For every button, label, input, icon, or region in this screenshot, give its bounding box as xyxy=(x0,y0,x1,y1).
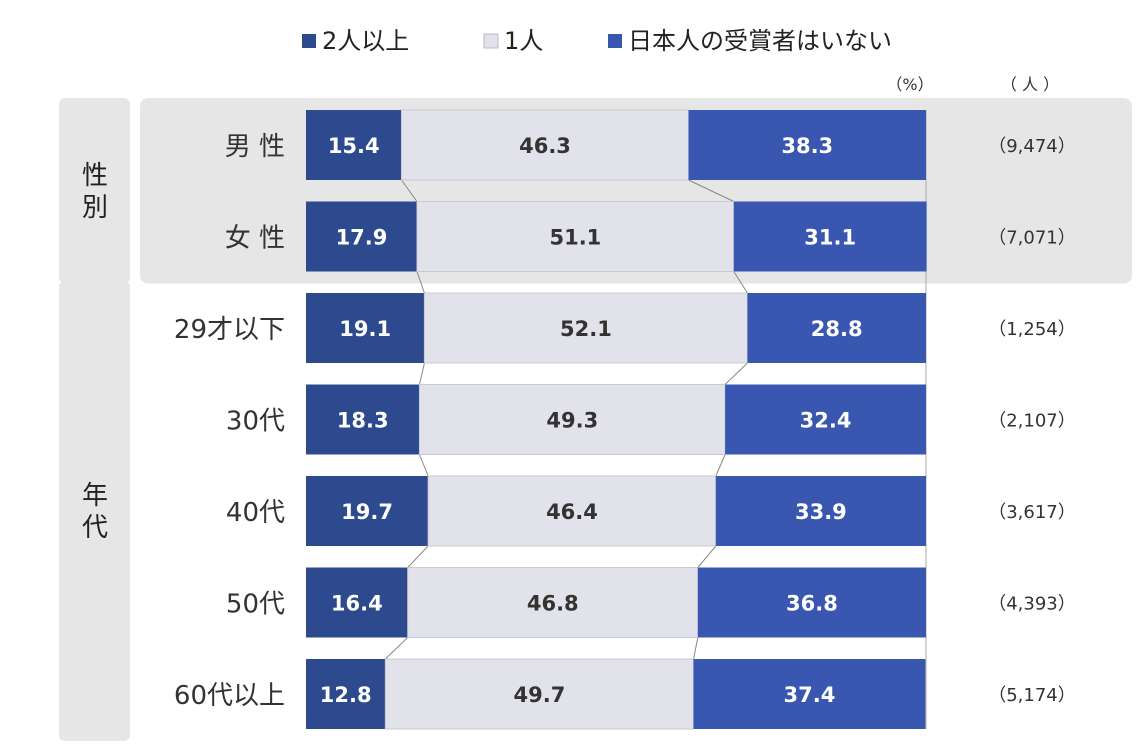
bar-value-label: 32.4 xyxy=(800,409,852,433)
bar-segment xyxy=(306,567,408,638)
bar-segment xyxy=(306,476,429,546)
legend-swatch-0 xyxy=(302,34,316,48)
legend-label-1: 1人 xyxy=(504,27,543,55)
group-label-0: 性別 xyxy=(82,161,108,223)
bar-value-label: 36.8 xyxy=(786,592,838,616)
connector-line xyxy=(693,637,699,660)
connector-line xyxy=(697,545,717,568)
connector-line xyxy=(401,179,418,202)
bar-value-label: 19.7 xyxy=(341,500,393,524)
bar-value-label: 16.4 xyxy=(331,592,383,616)
count-label: （5,174） xyxy=(988,685,1076,706)
connector-line xyxy=(688,179,735,202)
count-label: （2,107） xyxy=(988,411,1076,432)
connector-line xyxy=(407,545,429,568)
connector-line xyxy=(418,362,425,385)
legend-swatch-2 xyxy=(608,34,622,48)
bars: 15.4 46.3 38.3 17.9 51.1 31.1 19.1 52.1 28.8 18.3… xyxy=(306,109,927,730)
bar-value-label: 52.1 xyxy=(560,317,612,341)
category-label: 30代 xyxy=(226,407,285,437)
unit-count-label: （ 人 ） xyxy=(1001,75,1059,94)
bar-value-label: 12.8 xyxy=(320,683,372,707)
bar-value-label: 18.3 xyxy=(337,409,389,433)
bar-segment xyxy=(306,293,425,363)
group-box-0 xyxy=(59,98,130,284)
connector-line xyxy=(385,637,409,660)
unit-percent-label: （%） xyxy=(886,75,933,94)
bar-value-label: 19.1 xyxy=(339,317,391,341)
bar-segment xyxy=(416,201,735,272)
bar-segment xyxy=(725,384,926,455)
bar-value-label: 17.9 xyxy=(336,226,388,250)
bar-value-label: 49.3 xyxy=(546,409,598,433)
legend: 2人以上 1人 日本人の受賞者はいない xyxy=(302,27,892,55)
bar-value-label: 15.4 xyxy=(328,134,380,158)
bar-value-label: 46.4 xyxy=(546,500,598,524)
bar-value-label: 33.9 xyxy=(795,500,847,524)
bar-segment xyxy=(306,110,402,180)
bar-segment xyxy=(733,201,927,272)
bar-value-label: 46.8 xyxy=(527,592,579,616)
bar-value-label: 46.3 xyxy=(519,134,571,158)
bar-segment xyxy=(715,476,926,546)
count-label: （7,071） xyxy=(988,228,1076,249)
bar-segment xyxy=(306,384,420,455)
count-label: （4,393） xyxy=(988,594,1076,615)
category-label: 男 性 xyxy=(225,132,285,162)
count-label: （1,254） xyxy=(988,319,1076,340)
category-label: 50代 xyxy=(226,590,285,620)
bar-value-label: 37.4 xyxy=(784,683,836,707)
group-box-1 xyxy=(59,281,130,741)
count-label: （9,474） xyxy=(988,136,1076,157)
bar-segment xyxy=(306,659,386,729)
bar-segment xyxy=(747,293,926,363)
bar-value-label: 51.1 xyxy=(549,226,601,250)
legend-label-2: 日本人の受賞者はいない xyxy=(628,27,892,55)
bar-segment xyxy=(407,567,699,638)
connector-line xyxy=(733,271,748,294)
legend-swatch-1 xyxy=(483,33,499,49)
bar-value-label: 28.8 xyxy=(811,317,863,341)
connector-line xyxy=(715,454,726,477)
connector-line xyxy=(724,362,748,385)
bar-segment xyxy=(693,659,926,729)
bar-segment xyxy=(306,201,417,272)
group-label-1: 年代 xyxy=(82,481,108,543)
category-label: 29才以下 xyxy=(174,315,285,345)
bar-segment xyxy=(418,384,726,455)
bar-segment xyxy=(697,567,926,638)
connector-line xyxy=(416,271,425,294)
bar-value-label: 49.7 xyxy=(514,683,566,707)
bar-value-label: 31.1 xyxy=(804,226,856,250)
category-label: 40代 xyxy=(226,498,285,528)
bar-segment xyxy=(384,658,694,730)
connector-line xyxy=(418,454,429,477)
bar-segment xyxy=(423,292,748,364)
bar-segment xyxy=(427,475,717,547)
category-label: 60代以上 xyxy=(174,681,285,711)
bar-segment xyxy=(688,110,926,180)
count-label: （3,617） xyxy=(988,502,1076,523)
unit-labels: （%） （ 人 ） xyxy=(886,75,1059,94)
bar-value-label: 38.3 xyxy=(781,134,833,158)
legend-label-0: 2人以上 xyxy=(322,27,409,55)
category-label: 女 性 xyxy=(225,224,285,254)
